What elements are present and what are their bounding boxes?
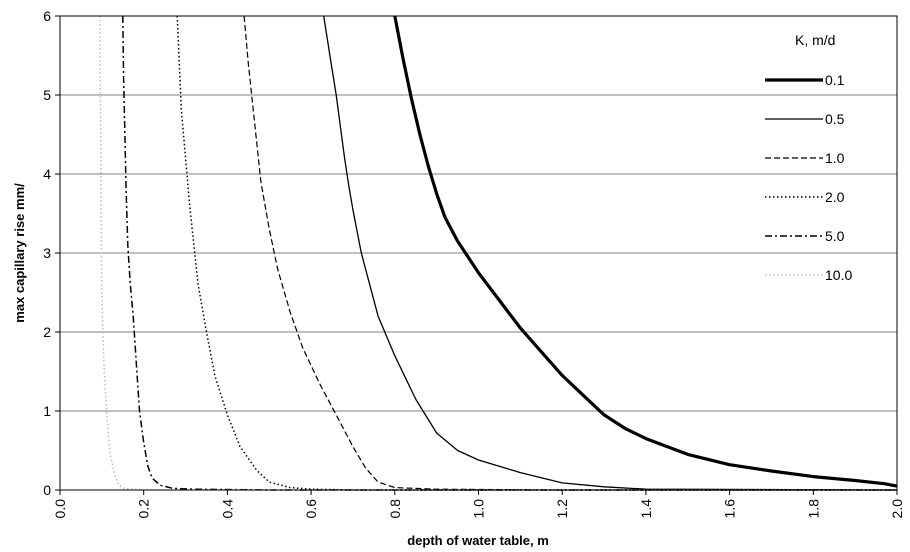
series-line-2	[243, 15, 897, 491]
x-tick-label-8: 1.6	[722, 499, 738, 519]
x-tick-label-9: 1.8	[805, 499, 821, 519]
legend: K, m/d 0.1 0.5 1.0 2.0 5.0 10.0	[765, 32, 852, 283]
legend-label-0: 0.1	[825, 72, 845, 88]
x-axis-ticks: 0.0 0.2 0.4 0.6 0.8 1.0 1.2 1.4 1.6 1.8 2.0	[52, 490, 905, 518]
legend-label-5: 10.0	[825, 267, 852, 283]
y-tick-label-3: 3	[43, 245, 51, 261]
y-tick-label-6: 6	[43, 8, 51, 24]
legend-label-3: 2.0	[825, 189, 845, 205]
gridlines	[60, 94, 897, 412]
x-tick-label-5: 1.0	[471, 499, 487, 519]
y-tick-label-2: 2	[43, 324, 51, 340]
series-line-4	[122, 15, 897, 491]
y-tick-label-1: 1	[43, 403, 51, 419]
legend-label-4: 5.0	[825, 228, 845, 244]
x-tick-label-6: 1.2	[554, 499, 570, 519]
y-tick-label-5: 5	[43, 87, 51, 103]
x-tick-label-0: 0.0	[52, 499, 68, 519]
x-tick-label-10: 2.0	[889, 499, 905, 519]
legend-label-1: 0.5	[825, 111, 845, 127]
y-tick-label-4: 4	[43, 166, 51, 182]
legend-label-2: 1.0	[825, 150, 845, 166]
x-tick-label-7: 1.4	[638, 499, 654, 519]
series-lines	[99, 15, 898, 491]
x-tick-label-3: 0.6	[303, 499, 319, 519]
y-axis-ticks: 0 1 2 3 4 5 6	[43, 8, 60, 498]
y-axis-title: max capillary rise mm/	[12, 183, 27, 323]
x-tick-label-2: 0.4	[219, 499, 235, 519]
legend-title: K, m/d	[795, 32, 835, 48]
x-tick-label-4: 0.8	[387, 499, 403, 519]
x-axis-title: depth of water table, m	[407, 533, 549, 548]
series-line-1	[323, 15, 898, 491]
y-tick-label-0: 0	[43, 482, 51, 498]
series-line-0	[393, 15, 898, 488]
x-tick-label-1: 0.2	[136, 499, 152, 519]
